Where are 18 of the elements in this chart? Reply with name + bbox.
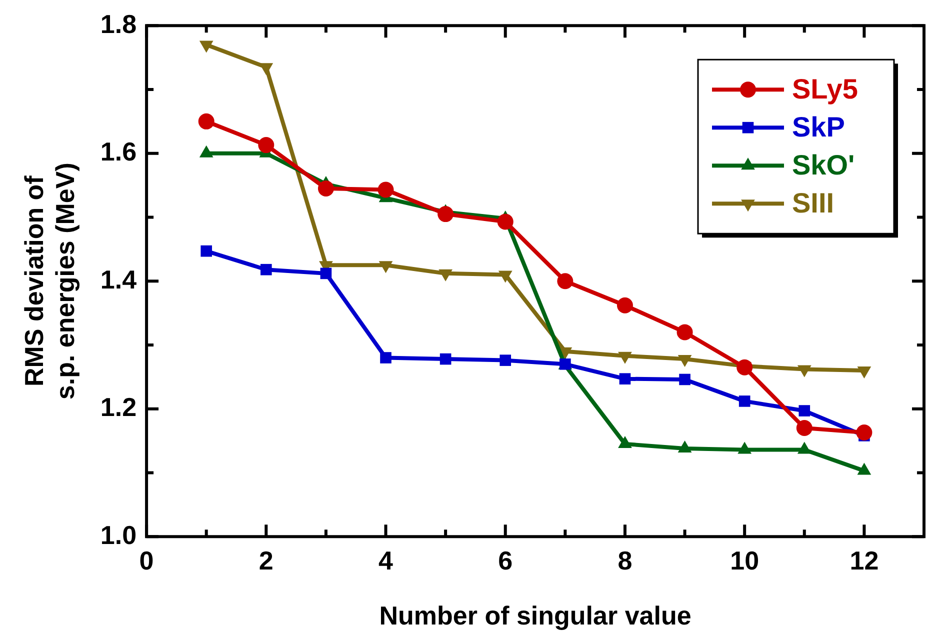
legend-label: SIII: [792, 187, 834, 218]
y-tick-label: 1.4: [100, 264, 138, 294]
legend-label: SkO': [792, 149, 855, 180]
legend-label: SkP: [792, 111, 845, 142]
y-tick-label: 1.6: [100, 136, 137, 167]
x-tick-label: 6: [498, 545, 513, 576]
y-tick-label: 1.0: [100, 520, 137, 550]
y-tick-label: 1.2: [100, 392, 137, 422]
legend-label: SLy5: [792, 73, 858, 104]
x-tick-label: 8: [618, 545, 632, 576]
x-tick-label: 0: [139, 545, 154, 576]
x-tick-label: 12: [850, 545, 879, 576]
y-tick-label: 1.8: [100, 8, 137, 39]
x-tick-label: 10: [730, 545, 760, 576]
x-tick-label: 2: [258, 545, 274, 576]
y-axis-title: RMS deviation of s.p. energies (MeV): [18, 162, 80, 400]
x-axis-title: Number of singular value: [379, 600, 692, 631]
x-tick-label: 4: [378, 545, 394, 576]
